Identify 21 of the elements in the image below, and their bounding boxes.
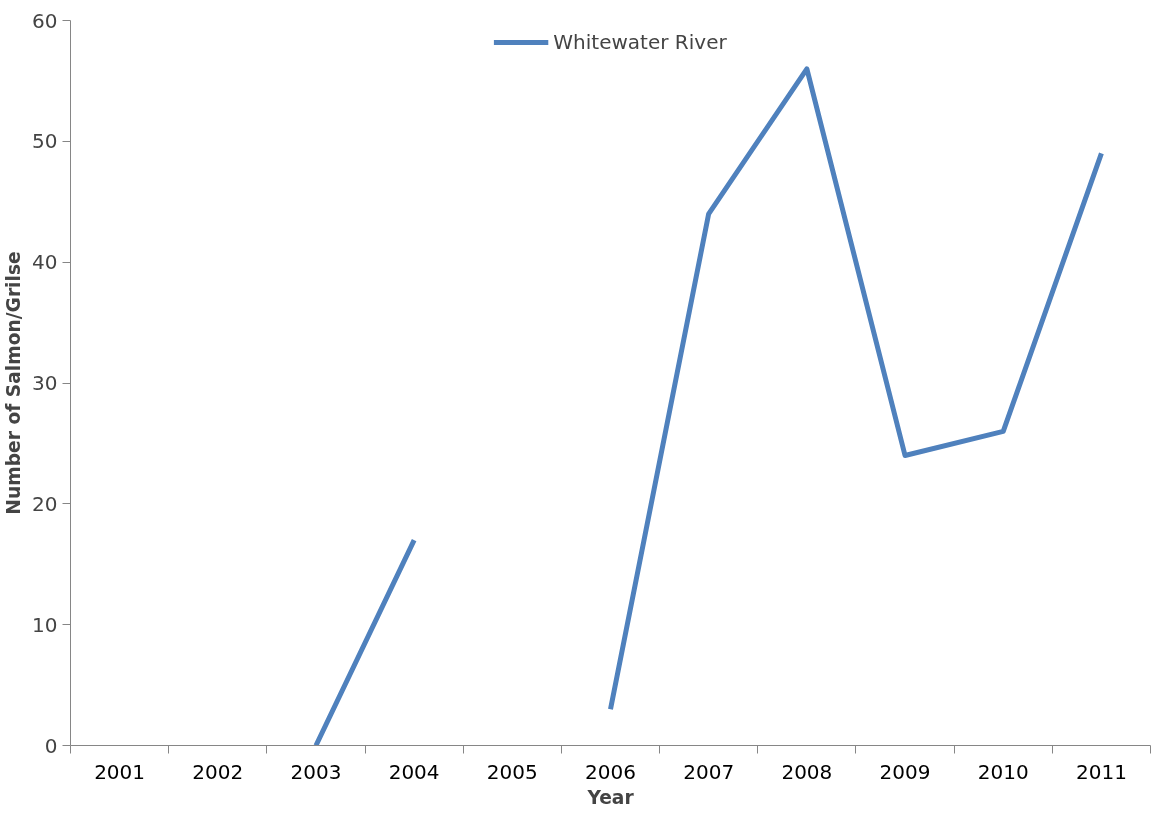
x-tick-label: 2010 xyxy=(977,759,1029,784)
x-tick-label: 2004 xyxy=(388,759,440,784)
x-tick-label: 2005 xyxy=(486,759,538,784)
x-tick-label: 2008 xyxy=(781,759,833,784)
x-tick-label: 2006 xyxy=(585,759,636,784)
x-tick-label: 2003 xyxy=(290,759,342,784)
y-tick-label: 60 xyxy=(32,8,58,33)
x-tick-label: 2011 xyxy=(1075,759,1127,784)
legend-label: Whitewater River xyxy=(553,30,727,54)
x-tick-label: 2002 xyxy=(192,759,244,784)
y-tick-label: 40 xyxy=(32,250,58,275)
x-axis-title: Year xyxy=(586,786,635,808)
y-tick-label: 10 xyxy=(32,612,58,637)
x-tick-label: 2007 xyxy=(683,759,735,784)
y-tick-label: 30 xyxy=(32,371,58,395)
x-tick-label: 2009 xyxy=(879,759,931,784)
y-tick-label: 0 xyxy=(44,733,58,758)
y-axis-title: Number of Salmon/Grilse xyxy=(3,251,25,515)
y-tick-label: 50 xyxy=(32,129,58,154)
x-tick-label: 2001 xyxy=(94,759,146,784)
y-tick-label: 20 xyxy=(32,491,58,516)
